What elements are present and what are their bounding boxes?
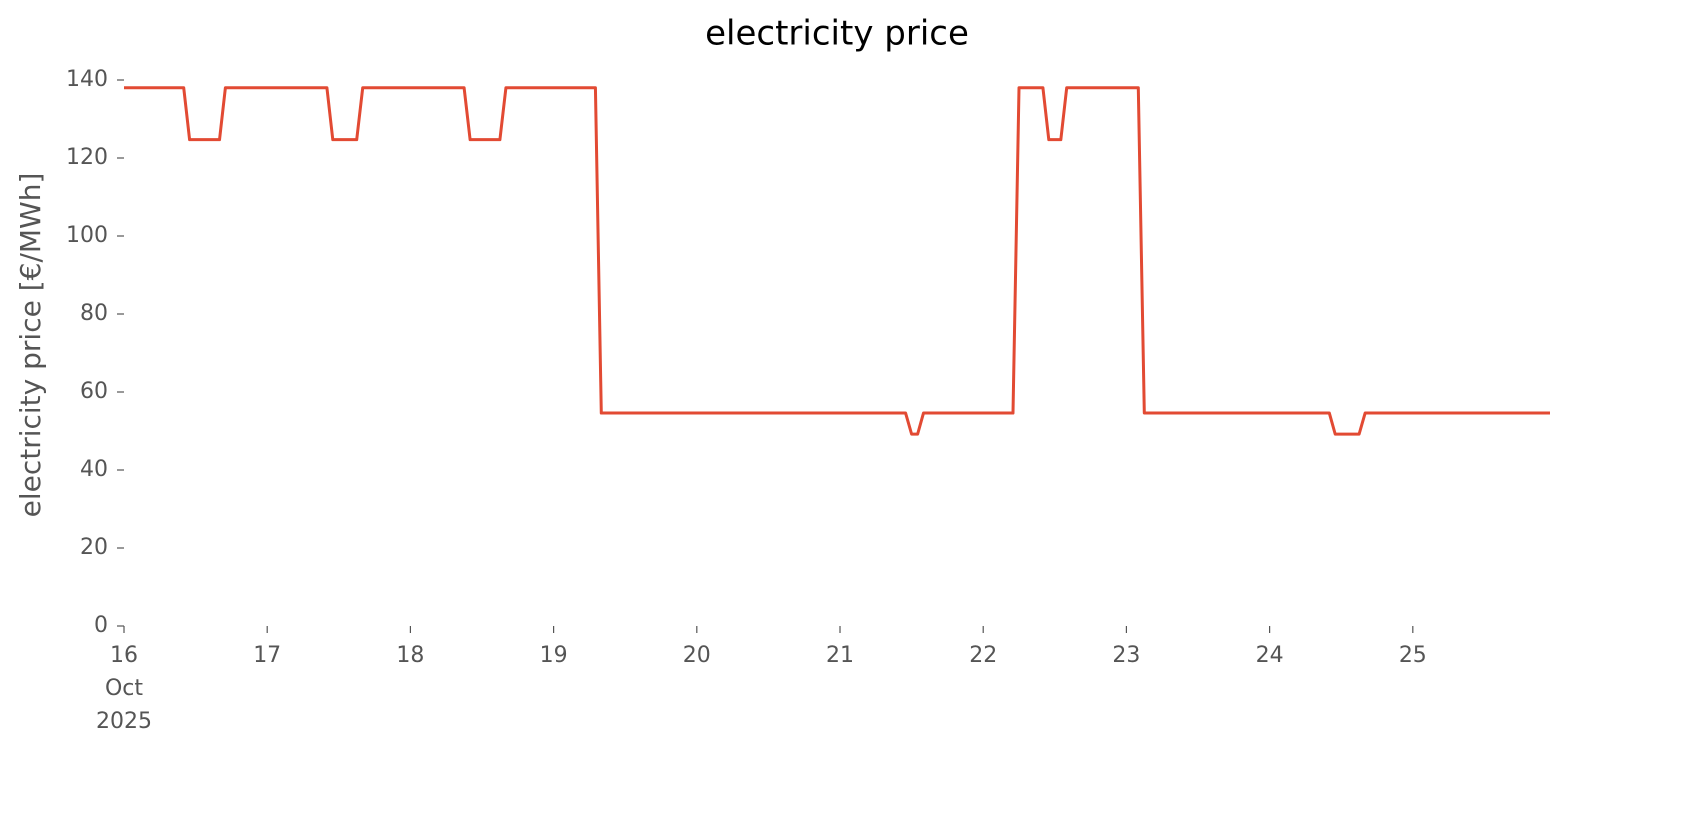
x-tick-label: 25 [1399, 643, 1427, 668]
x-tick-label: 22 [969, 643, 997, 668]
x-tick-label: 16 Oct 2025 [96, 643, 152, 734]
y-tick-label: 20 [80, 535, 108, 560]
x-tick-label: 23 [1112, 643, 1140, 668]
y-tick-label: 140 [66, 67, 108, 92]
x-tick-label: 21 [826, 643, 854, 668]
x-tick-label: 17 [253, 643, 281, 668]
y-tick-label: 100 [66, 223, 108, 248]
price-line [124, 86, 1550, 436]
x-tick-label: 24 [1256, 643, 1284, 668]
y-tick-label: 60 [80, 379, 108, 404]
chart-title: electricity price [705, 14, 969, 54]
x-tick-label: 19 [540, 643, 568, 668]
y-tick-label: 120 [66, 145, 108, 170]
y-tick-label: 80 [80, 301, 108, 326]
y-tick-label: 0 [94, 613, 108, 638]
x-tick-label: 20 [683, 643, 711, 668]
y-tick-label: 40 [80, 457, 108, 482]
x-tick-label: 18 [396, 643, 424, 668]
y-axis-label: electricity price [€/MWh] [14, 173, 47, 518]
